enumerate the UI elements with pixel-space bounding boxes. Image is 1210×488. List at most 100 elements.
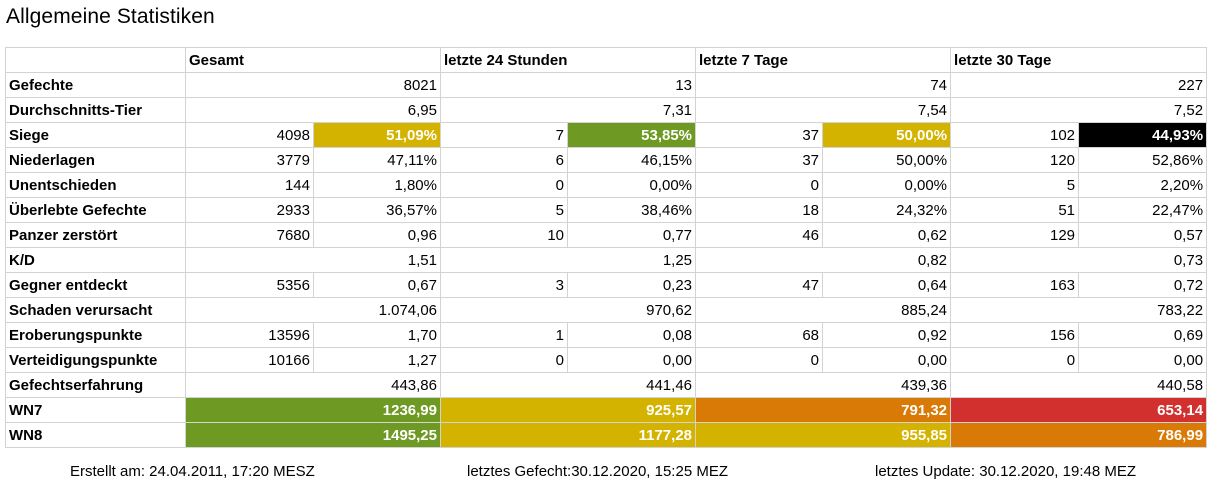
tier-gesamt-value: 6,95 — [185, 97, 441, 123]
entdeckt-30d-count: 163 — [950, 272, 1080, 298]
wn8-7d-value: 955,85 — [695, 422, 952, 448]
verteidigung-gesamt-count: 10166 — [185, 347, 314, 373]
row-kd: K/D 1,51 1,25 0,82 0,73 — [5, 247, 1208, 273]
row-gefechte: Gefechte 8021 13 74 227 — [5, 72, 1208, 98]
statistics-table-body: Gesamt letzte 24 Stunden letzte 7 Tage l… — [5, 47, 1208, 448]
eroberung-label: Eroberungspunkte — [5, 322, 186, 348]
ueberlebt-7d-count: 18 — [695, 197, 824, 223]
zerstoert-30d-rate: 0,57 — [1078, 222, 1208, 248]
row-ueberlebt: Überlebte Gefechte 2933 36,57% 5 38,46% 18 24,… — [5, 197, 1208, 223]
row-tier: Durchschnitts-Tier 6,95 7,31 7,54 7,52 — [5, 97, 1208, 123]
erfahrung-24h-value: 441,46 — [439, 372, 697, 398]
wn7-24h-value: 925,57 — [439, 397, 697, 423]
erfahrung-gesamt-value: 443,86 — [185, 372, 441, 398]
wn8-24h-value: 1177,28 — [439, 422, 697, 448]
header-30d: letzte 30 Tage — [950, 47, 1208, 73]
niederlagen-24h-rate: 46,15% — [566, 147, 697, 173]
tier-7d-value: 7,54 — [695, 97, 952, 123]
siege-gesamt-rate: 51,09% — [313, 122, 441, 148]
siege-7d-count: 37 — [695, 122, 824, 148]
verteidigung-gesamt-rate: 1,27 — [313, 347, 441, 373]
schaden-7d-value: 885,24 — [695, 297, 952, 323]
tier-label: Durchschnitts-Tier — [5, 97, 186, 123]
row-wn7: WN7 1236,99 925,57 791,32 653,14 — [5, 397, 1208, 423]
unentschieden-7d-count: 0 — [695, 172, 824, 198]
tier-24h-value: 7,31 — [439, 97, 697, 123]
header-empty-cell — [5, 47, 186, 73]
header-gesamt: Gesamt — [185, 47, 441, 73]
siege-24h-count: 7 — [440, 122, 568, 148]
schaden-label: Schaden verursacht — [5, 297, 186, 323]
siege-24h-rate: 53,85% — [566, 122, 697, 148]
wn7-30d-value: 653,14 — [950, 397, 1208, 423]
siege-30d-rate: 44,93% — [1078, 122, 1208, 148]
unentschieden-30d-count: 5 — [950, 172, 1080, 198]
schaden-gesamt-value: 1.074,06 — [185, 297, 441, 323]
entdeckt-7d-count: 47 — [695, 272, 824, 298]
wn8-gesamt-value: 1495,25 — [185, 422, 441, 448]
niederlagen-30d-count: 120 — [950, 147, 1080, 173]
entdeckt-gesamt-count: 5356 — [185, 272, 314, 298]
eroberung-30d-rate: 0,69 — [1078, 322, 1208, 348]
verteidigung-label: Verteidigungspunkte — [5, 347, 186, 373]
unentschieden-gesamt-count: 144 — [185, 172, 314, 198]
ueberlebt-gesamt-rate: 36,57% — [313, 197, 441, 223]
zerstoert-30d-count: 129 — [950, 222, 1080, 248]
unentschieden-24h-rate: 0,00% — [566, 172, 697, 198]
gefechte-7d-value: 74 — [695, 72, 952, 98]
row-eroberung: Eroberungspunkte 13596 1,70 1 0,08 68 0,92 156 0… — [5, 322, 1208, 348]
row-schaden: Schaden verursacht 1.074,06 970,62 885,24 78… — [5, 297, 1208, 323]
eroberung-24h-count: 1 — [440, 322, 568, 348]
erfahrung-7d-value: 439,36 — [695, 372, 952, 398]
verteidigung-24h-count: 0 — [440, 347, 568, 373]
siege-30d-count: 102 — [950, 122, 1080, 148]
gefechte-gesamt-value: 8021 — [185, 72, 441, 98]
eroberung-7d-rate: 0,92 — [822, 322, 952, 348]
eroberung-24h-rate: 0,08 — [566, 322, 697, 348]
ueberlebt-24h-count: 5 — [440, 197, 568, 223]
ueberlebt-30d-rate: 22,47% — [1078, 197, 1208, 223]
entdeckt-24h-count: 3 — [440, 272, 568, 298]
niederlagen-7d-rate: 50,00% — [822, 147, 952, 173]
footer-created: Erstellt am: 24.04.2011, 17:20 MESZ — [70, 463, 315, 480]
ueberlebt-gesamt-count: 2933 — [185, 197, 314, 223]
niederlagen-gesamt-count: 3779 — [185, 147, 314, 173]
header-row: Gesamt letzte 24 Stunden letzte 7 Tage l… — [5, 47, 1208, 73]
zerstoert-gesamt-count: 7680 — [185, 222, 314, 248]
niederlagen-24h-count: 6 — [440, 147, 568, 173]
page-title: Allgemeine Statistiken — [6, 5, 215, 28]
verteidigung-7d-rate: 0,00 — [822, 347, 952, 373]
zerstoert-gesamt-rate: 0,96 — [313, 222, 441, 248]
unentschieden-7d-rate: 0,00% — [822, 172, 952, 198]
entdeckt-24h-rate: 0,23 — [566, 272, 697, 298]
eroberung-30d-count: 156 — [950, 322, 1080, 348]
wn8-label: WN8 — [5, 422, 186, 448]
wn7-7d-value: 791,32 — [695, 397, 952, 423]
wn7-gesamt-value: 1236,99 — [185, 397, 441, 423]
statistics-table: Gesamt letzte 24 Stunden letzte 7 Tage l… — [5, 47, 1208, 448]
niederlagen-7d-count: 37 — [695, 147, 824, 173]
row-entdeckt: Gegner entdeckt 5356 0,67 3 0,23 47 0,64 163 0,7… — [5, 272, 1208, 298]
schaden-24h-value: 970,62 — [439, 297, 697, 323]
niederlagen-label: Niederlagen — [5, 147, 186, 173]
row-siege: Siege 4098 51,09% 7 53,85% 37 50,00% 102 44,93% — [5, 122, 1208, 148]
header-24h: letzte 24 Stunden — [439, 47, 697, 73]
unentschieden-gesamt-rate: 1,80% — [313, 172, 441, 198]
ueberlebt-30d-count: 51 — [950, 197, 1080, 223]
gefechte-24h-value: 13 — [439, 72, 697, 98]
row-unentschieden: Unentschieden 144 1,80% 0 0,00% 0 0,00% 5 2,20% — [5, 172, 1208, 198]
eroberung-gesamt-count: 13596 — [185, 322, 314, 348]
entdeckt-7d-rate: 0,64 — [822, 272, 952, 298]
erfahrung-label: Gefechtserfahrung — [5, 372, 186, 398]
wn8-30d-value: 786,99 — [950, 422, 1208, 448]
unentschieden-label: Unentschieden — [5, 172, 186, 198]
unentschieden-30d-rate: 2,20% — [1078, 172, 1208, 198]
gefechte-30d-value: 227 — [950, 72, 1208, 98]
eroberung-7d-count: 68 — [695, 322, 824, 348]
row-zerstoert: Panzer zerstört 7680 0,96 10 0,77 46 0,62 129 0,… — [5, 222, 1208, 248]
gefechte-label: Gefechte — [5, 72, 186, 98]
entdeckt-gesamt-rate: 0,67 — [313, 272, 441, 298]
ueberlebt-7d-rate: 24,32% — [822, 197, 952, 223]
niederlagen-gesamt-rate: 47,11% — [313, 147, 441, 173]
footer-last-update: letztes Update: 30.12.2020, 19:48 MEZ — [875, 463, 1136, 480]
